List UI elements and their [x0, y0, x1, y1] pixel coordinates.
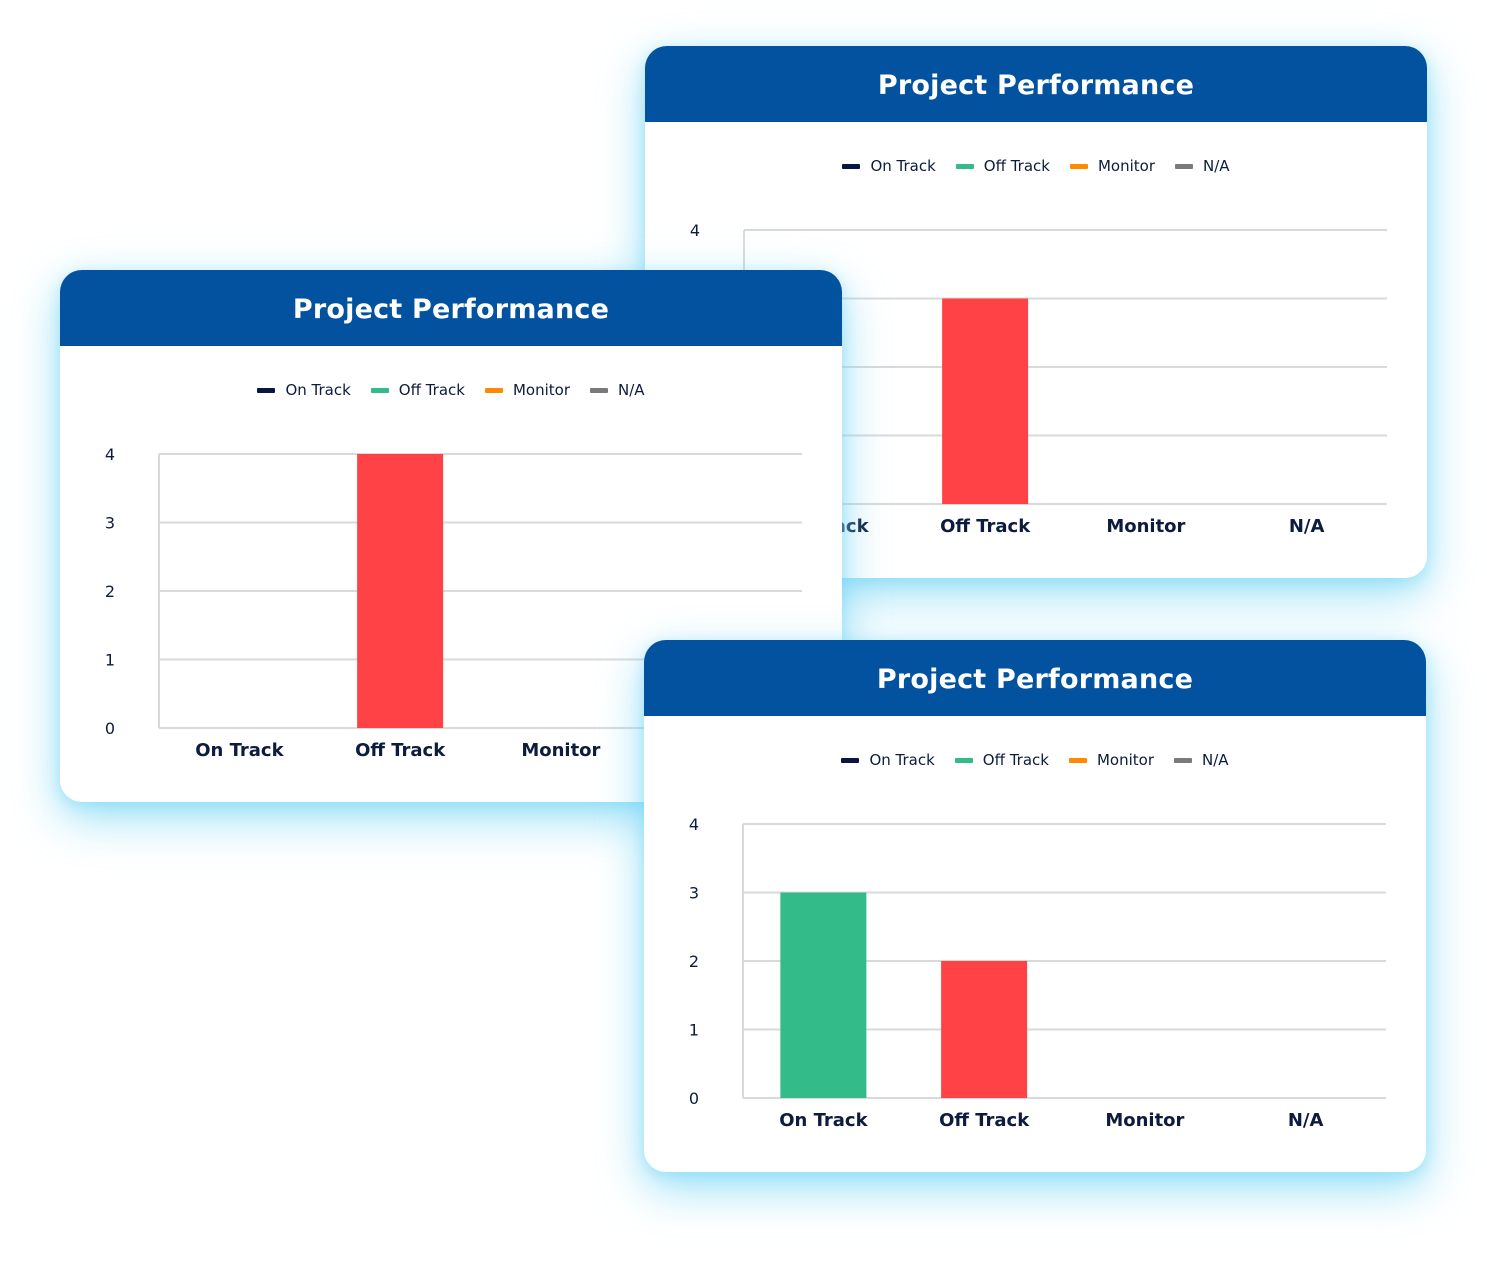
y-tick-label: 2: [105, 582, 115, 601]
legend-swatch: [842, 163, 861, 169]
legend-label: Off Track: [983, 157, 1050, 175]
legend-swatch: [1069, 163, 1088, 169]
y-tick-label: 4: [105, 445, 115, 464]
legend-swatch: [257, 387, 276, 393]
legend-item[interactable]: On Track: [257, 381, 351, 399]
bar-chart-plot: 0 1 2 3 4 On Track Off Track Monitor N/A: [689, 815, 1386, 1131]
y-tick-label: 1: [105, 651, 115, 670]
card-header: [645, 46, 1427, 122]
bar-on-track: [780, 892, 867, 1098]
x-category-label: N/A: [1289, 516, 1325, 537]
legend-item[interactable]: Off Track: [955, 157, 1050, 175]
legend-swatch: [1174, 757, 1192, 763]
legend-label: On Track: [285, 381, 351, 399]
chart-title: Project Performance: [877, 70, 1195, 101]
chart-title: Project Performance: [292, 294, 610, 325]
legend-label: Off Track: [398, 381, 465, 399]
legend-label: On Track: [869, 751, 935, 769]
legend-label: N/A: [618, 381, 645, 399]
x-category-label: Monitor: [1106, 516, 1185, 537]
y-tick-label: 4: [690, 221, 700, 240]
legend-swatch: [1068, 757, 1087, 763]
y-tick-label: 0: [689, 1089, 699, 1108]
legend-item[interactable]: On Track: [841, 751, 935, 769]
y-tick-label: 0: [105, 719, 115, 738]
y-tick-label: 3: [105, 514, 115, 533]
y-tick-label: 2: [689, 952, 699, 971]
legend-label: Monitor: [512, 381, 570, 399]
legend-swatch: [484, 387, 503, 393]
bar-off-track: [942, 298, 1029, 504]
legend-item[interactable]: Monitor: [484, 381, 570, 399]
y-tick-label: 1: [689, 1021, 699, 1040]
legend-label: Monitor: [1097, 157, 1155, 175]
legend-swatch: [590, 387, 608, 393]
legend-swatch: [370, 387, 389, 393]
y-tick-label: 3: [689, 884, 699, 903]
x-category-label: Off Track: [355, 740, 446, 761]
legend-item[interactable]: Monitor: [1069, 157, 1155, 175]
legend-item[interactable]: N/A: [1175, 157, 1230, 175]
chart-legend: On Track Off Track Monitor N/A: [60, 381, 842, 399]
legend-item[interactable]: Monitor: [1068, 751, 1154, 769]
chart-title: Project Performance: [876, 664, 1194, 695]
legend-label: N/A: [1202, 751, 1229, 769]
legend-label: N/A: [1203, 157, 1230, 175]
legend-label: Off Track: [982, 751, 1049, 769]
card-header: [60, 270, 842, 346]
x-category-label: Off Track: [939, 1110, 1030, 1131]
bar-off-track: [941, 961, 1028, 1098]
it-projects-annotation: IT Projects: [1326, 600, 1429, 620]
x-category-label: Monitor: [521, 740, 600, 761]
legend-item[interactable]: Off Track: [954, 751, 1049, 769]
x-category-label: On Track: [195, 740, 284, 761]
x-category-label: N/A: [1288, 1110, 1324, 1131]
chart-card-3: Project Performance On Track Off Track Mon…: [644, 640, 1426, 1172]
legend-item[interactable]: On Track: [842, 157, 936, 175]
legend-swatch: [1175, 163, 1193, 169]
legend-label: On Track: [870, 157, 936, 175]
legend-item[interactable]: N/A: [1174, 751, 1229, 769]
y-tick-label: 4: [689, 815, 699, 834]
x-category-label: On Track: [779, 1110, 868, 1131]
bar-off-track: [357, 454, 444, 728]
legend-swatch: [955, 163, 974, 169]
x-category-label: Off Track: [940, 516, 1031, 537]
legend-item[interactable]: N/A: [590, 381, 645, 399]
chart-legend: On Track Off Track Monitor N/A: [645, 157, 1427, 175]
card-header: [644, 640, 1426, 716]
x-category-label: Monitor: [1105, 1110, 1184, 1131]
chart-legend: On Track Off Track Monitor N/A: [644, 751, 1426, 769]
legend-label: Monitor: [1096, 751, 1154, 769]
legend-swatch: [954, 757, 973, 763]
legend-swatch: [841, 757, 860, 763]
legend-item[interactable]: Off Track: [370, 381, 465, 399]
